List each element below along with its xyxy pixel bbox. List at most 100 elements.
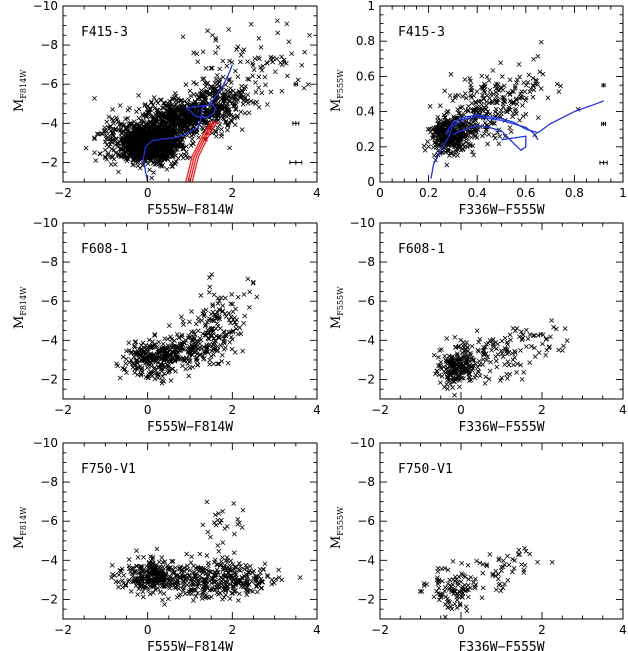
data-point	[442, 88, 448, 94]
data-point	[181, 116, 187, 122]
data-point	[435, 133, 441, 138]
data-point	[425, 139, 430, 145]
data-point	[116, 572, 122, 578]
data-point	[145, 358, 151, 363]
data-point	[150, 578, 156, 584]
data-point	[488, 359, 493, 365]
data-point	[203, 84, 209, 89]
data-point	[145, 579, 151, 585]
data-point	[510, 350, 515, 356]
data-point	[202, 579, 208, 585]
data-point	[142, 345, 148, 351]
data-point	[274, 56, 280, 62]
data-point	[173, 129, 179, 135]
data-point	[147, 149, 153, 155]
data-point	[264, 102, 270, 107]
data-point	[450, 353, 456, 359]
data-point	[145, 161, 151, 167]
data-point	[215, 295, 221, 301]
data-point	[140, 589, 146, 594]
data-point	[484, 341, 489, 347]
data-point	[135, 364, 141, 370]
data-point	[284, 21, 290, 27]
data-point	[156, 114, 162, 120]
ticks	[62, 5, 318, 183]
data-point	[477, 336, 483, 342]
data-point	[495, 100, 500, 106]
data-point	[108, 161, 114, 167]
data-point	[200, 49, 206, 55]
data-point	[135, 592, 141, 597]
panel-title: F608-1	[398, 242, 445, 257]
data-point	[466, 576, 471, 582]
data-point	[155, 100, 161, 106]
data-point	[507, 92, 513, 97]
data-point	[130, 133, 136, 139]
data-point	[172, 570, 178, 575]
data-point	[556, 89, 562, 95]
data-point	[445, 361, 450, 367]
data-point	[433, 371, 438, 377]
data-point	[235, 521, 241, 527]
y-tick-label: −10	[350, 216, 375, 230]
data-point	[161, 140, 166, 146]
data-point	[276, 567, 282, 573]
data-point	[156, 159, 162, 165]
data-point	[154, 344, 160, 350]
data-point	[499, 74, 505, 79]
data-point	[232, 96, 238, 102]
data-point	[245, 580, 250, 585]
data-point	[196, 568, 202, 574]
data-point	[558, 83, 564, 89]
data-point	[466, 121, 472, 126]
data-point	[179, 345, 184, 351]
data-point	[472, 361, 478, 366]
data-point	[286, 39, 292, 45]
data-point	[178, 109, 184, 114]
data-point	[514, 370, 519, 375]
data-point	[240, 507, 246, 513]
data-point	[114, 117, 120, 123]
data-point	[442, 384, 447, 390]
scatter-points	[417, 545, 555, 619]
data-point	[430, 126, 435, 132]
data-point	[531, 83, 536, 89]
y-axis-label: MF555W	[329, 506, 345, 549]
data-point	[161, 152, 167, 158]
data-point	[472, 584, 478, 589]
data-point	[213, 129, 219, 135]
data-point	[151, 366, 157, 371]
data-point	[453, 345, 458, 350]
data-point	[227, 339, 233, 345]
data-point	[220, 93, 225, 99]
data-point	[165, 104, 170, 110]
data-point	[217, 66, 223, 72]
data-point	[129, 140, 134, 146]
data-point	[223, 558, 229, 564]
data-point	[505, 577, 511, 583]
data-point	[246, 110, 252, 116]
data-point	[170, 559, 176, 564]
data-point	[154, 135, 160, 140]
data-point	[270, 55, 276, 61]
data-point	[146, 373, 151, 379]
data-point	[229, 119, 234, 125]
data-point	[278, 60, 283, 66]
data-point	[209, 576, 215, 581]
data-point	[131, 123, 137, 128]
data-point	[225, 360, 231, 366]
data-point	[265, 573, 270, 578]
data-point	[487, 87, 493, 93]
data-point	[207, 569, 213, 575]
data-point	[136, 570, 142, 576]
data-point	[289, 51, 295, 56]
data-point	[105, 152, 111, 158]
data-point	[262, 561, 268, 567]
data-point	[213, 133, 219, 139]
data-point	[436, 363, 441, 369]
data-point	[218, 343, 224, 348]
data-point	[161, 574, 167, 580]
data-point	[528, 343, 534, 349]
data-point	[199, 567, 205, 573]
